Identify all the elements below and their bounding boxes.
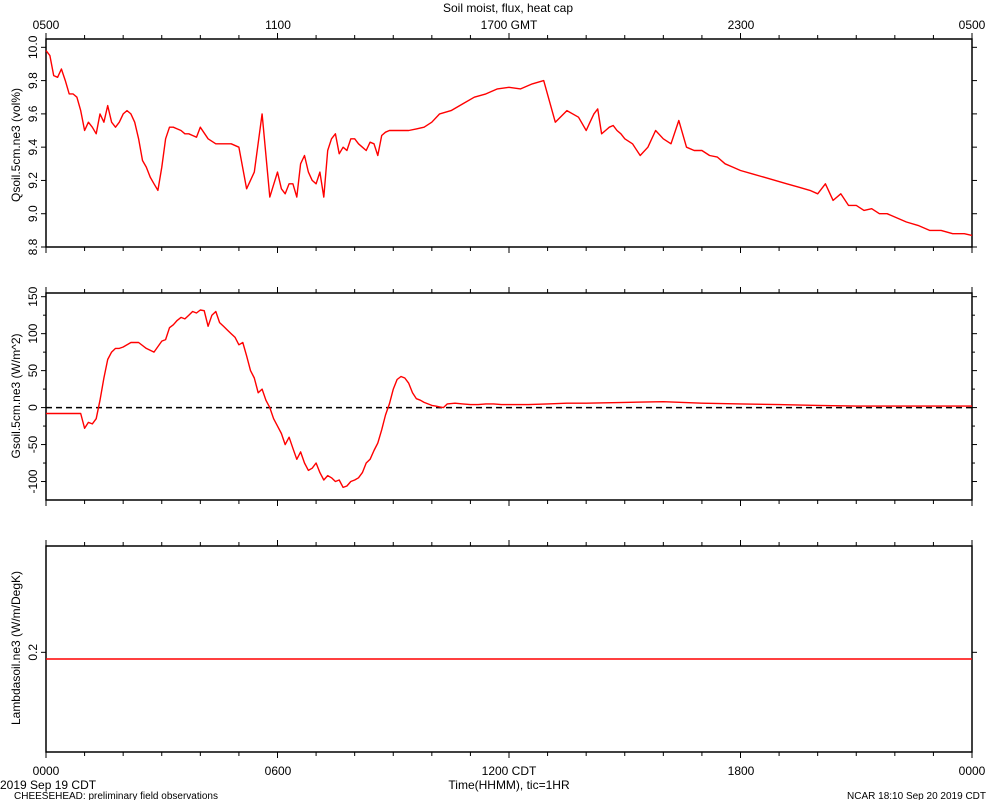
footer-credit: NCAR 18:10 Sep 20 2019 CDT — [847, 791, 986, 800]
y-tick-label: 10.0 — [26, 35, 40, 59]
y-tick-label: 100 — [26, 323, 40, 343]
soil-moisture-panel: 8.8 9.0 9.2 9.4 9.6 9.8 10.0 — [26, 33, 977, 255]
ylabel-panel-2: Lambdasoil.ne3 (W/m/DegK) — [9, 571, 23, 725]
x-axis-label: Time(HHMM), tic=1HR — [448, 778, 570, 792]
ylabel-panel-1: Gsoil.5cm.ne3 (W/m^2) — [9, 334, 23, 459]
top-tick-4: 0500 — [959, 18, 986, 32]
top-tick-2: 1700 GMT — [481, 18, 538, 32]
top-tick-1: 1100 — [265, 18, 291, 32]
footer-project: CHEESEHEAD: preliminary field observatio… — [14, 791, 218, 800]
bottom-tick-4: 0000 — [959, 764, 986, 778]
y-tick-label: 50 — [26, 364, 40, 378]
y-tick-label: 9.4 — [26, 138, 40, 155]
top-tick-0: 0500 — [33, 18, 60, 32]
panel-frame — [45, 38, 973, 248]
panel-frame — [45, 545, 973, 753]
soil-heat-flux-panel: -100 -50 0 50 100 150 — [26, 286, 977, 506]
series-line-panel-1 — [46, 309, 972, 489]
y-tick-label: -100 — [26, 469, 40, 493]
bottom-tick-2: 1200 CDT — [482, 764, 537, 778]
chart-title: Soil moist, flux, heat cap — [443, 1, 573, 15]
y-tick-label: 0.2 — [26, 644, 40, 661]
ylabel-panel-0: Qsoil.5cm.ne3 (vol%) — [9, 88, 23, 202]
y-tick-label: -50 — [26, 436, 40, 454]
bottom-axis-labels: 0000 0600 1200 CDT 1800 0000 — [33, 764, 986, 778]
y-tick-label: 9.8 — [26, 72, 40, 89]
y-tick-label: 0 — [26, 404, 40, 411]
bottom-tick-3: 1800 — [728, 764, 755, 778]
panel-frame — [45, 292, 973, 501]
thermal-conductivity-panel: 0.2 — [26, 540, 977, 758]
top-tick-3: 2300 — [728, 18, 755, 32]
y-tick-label: 150 — [26, 286, 40, 306]
y-tick-label: 9.2 — [26, 172, 40, 189]
footer-date: 2019 Sep 19 CDT — [0, 778, 97, 792]
y-tick-label: 9.6 — [26, 105, 40, 122]
top-axis-labels: 0500 1100 1700 GMT 2300 0500 — [33, 18, 986, 32]
y-tick-label: 8.8 — [26, 238, 40, 255]
series-line-panel-0 — [45, 50, 973, 237]
y-tick-label: 9.0 — [26, 205, 40, 222]
bottom-tick-1: 0600 — [265, 764, 292, 778]
bottom-tick-0: 0000 — [33, 764, 60, 778]
